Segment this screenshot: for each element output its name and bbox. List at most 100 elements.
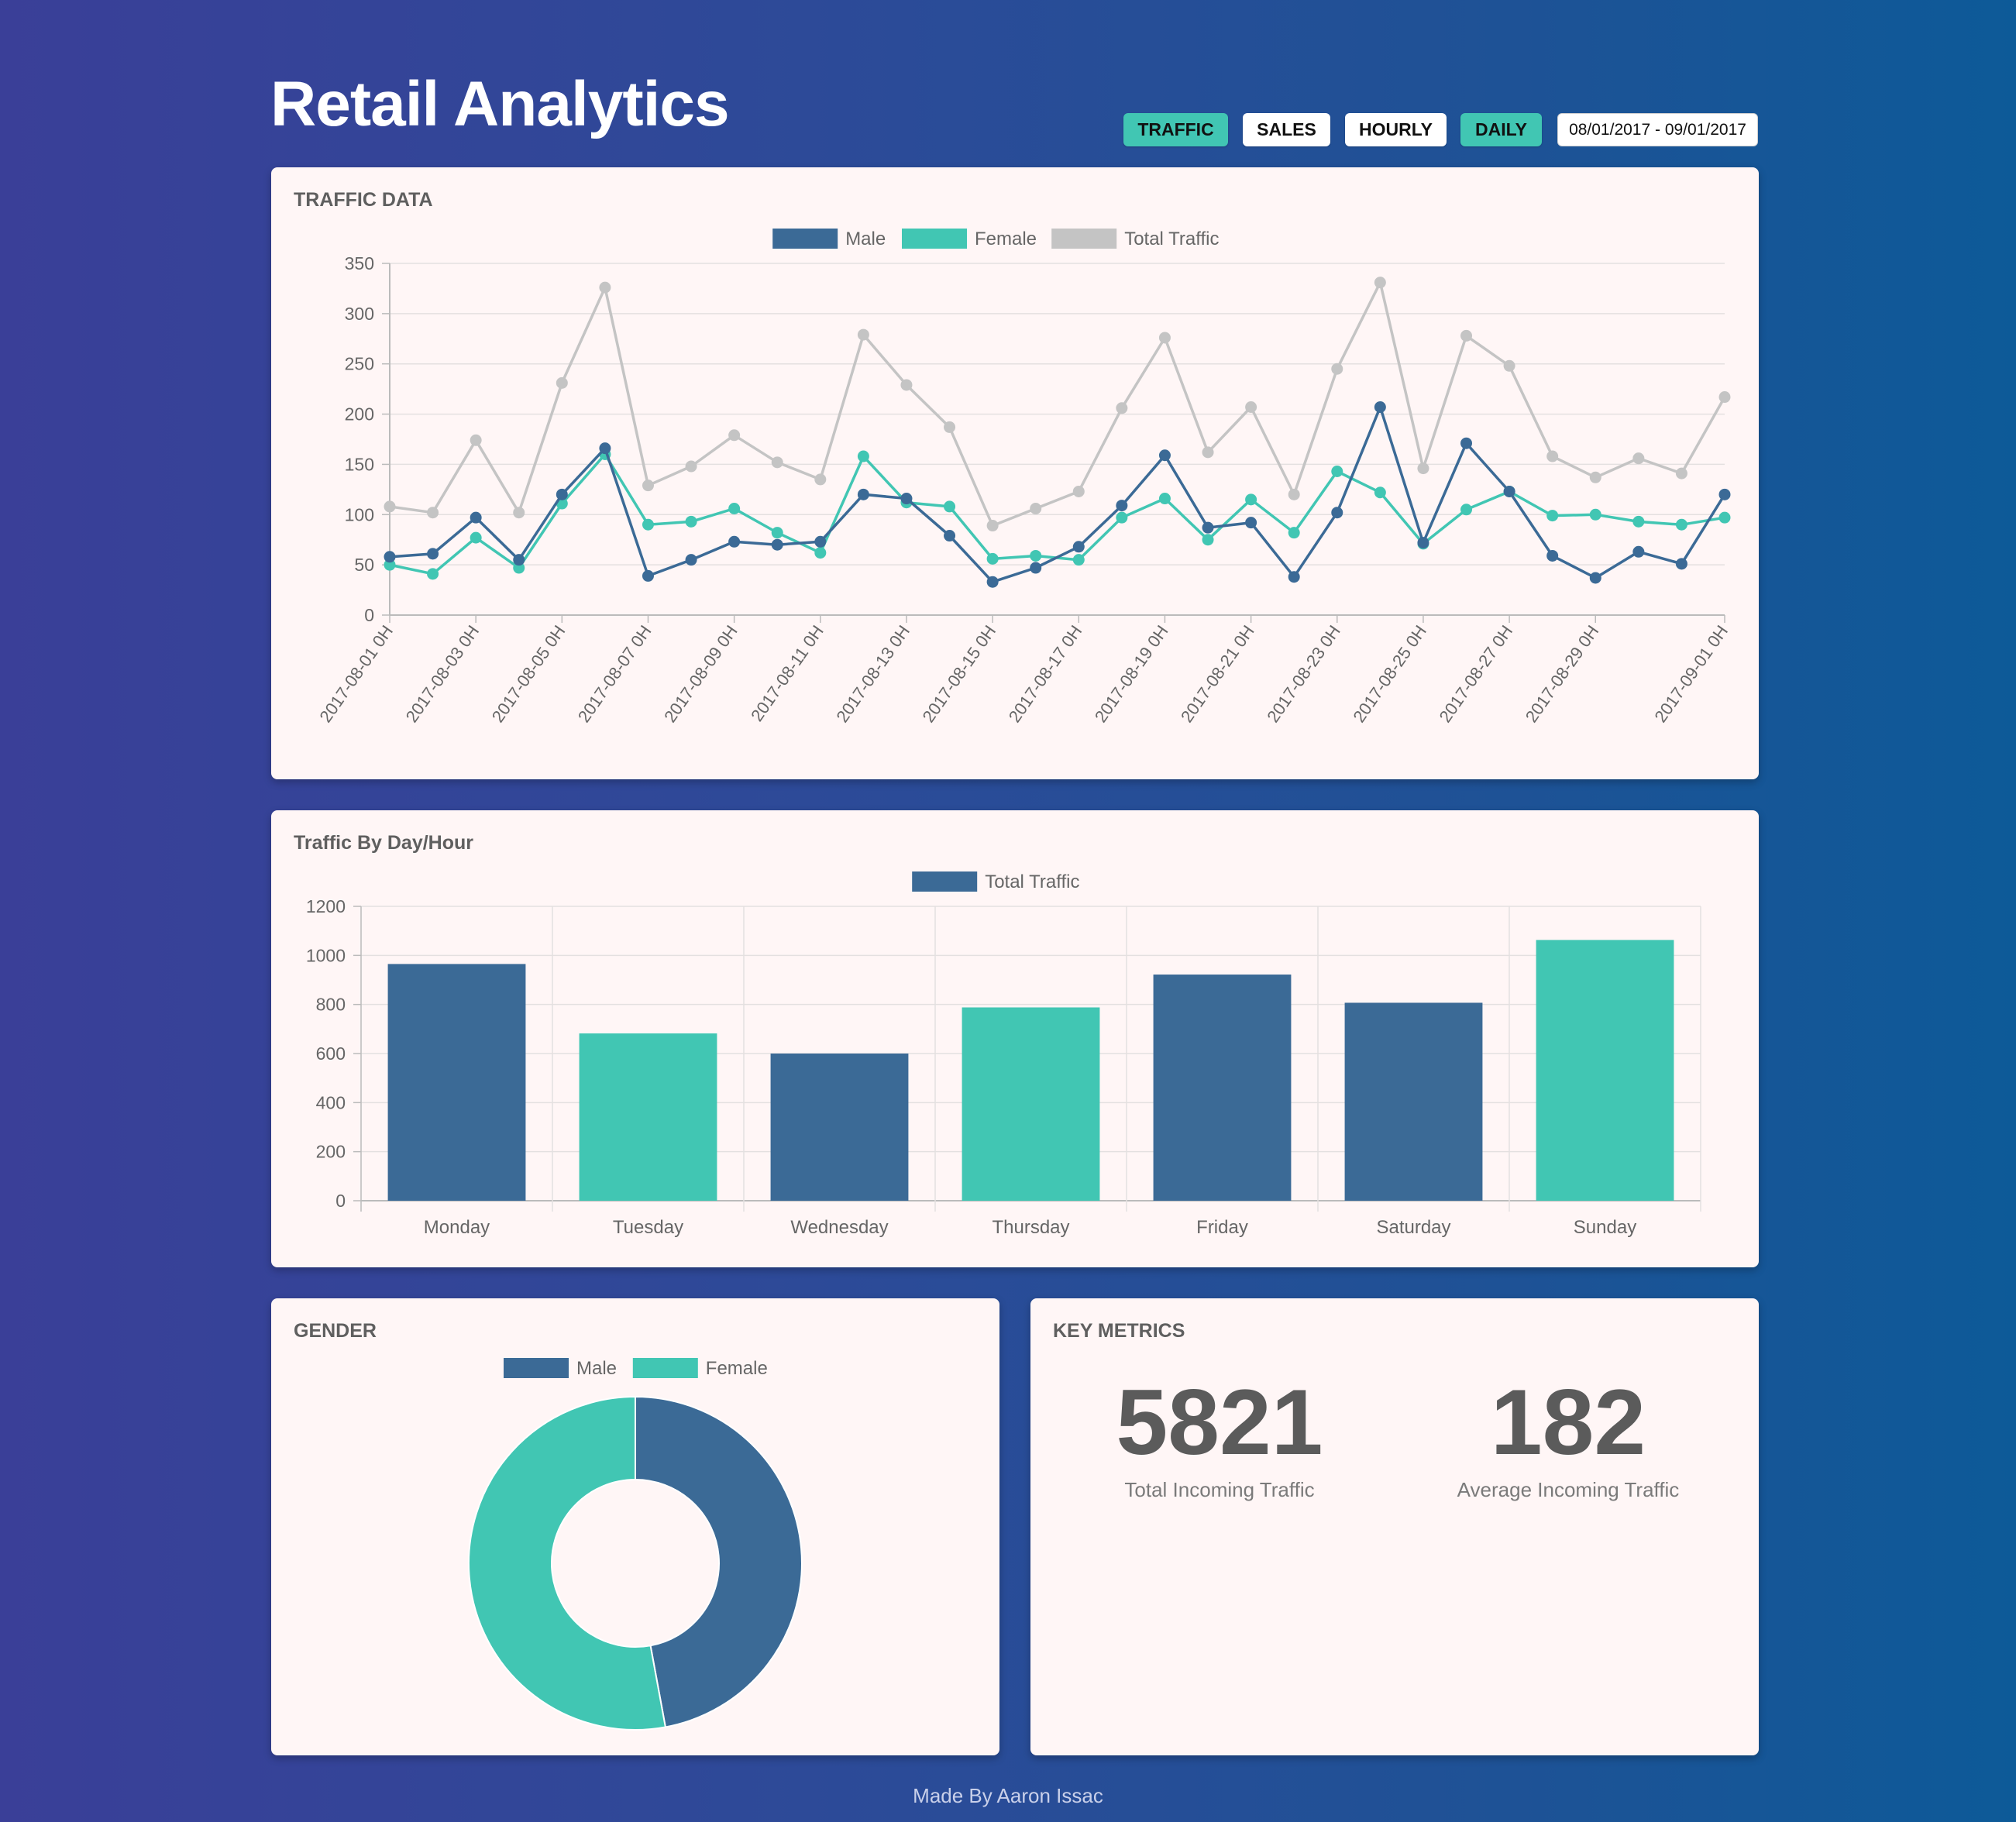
x-tick-label: 2017-08-13 0H: [832, 622, 913, 727]
traffic-card-title: TRAFFIC DATA: [294, 189, 433, 211]
data-point-male: [1245, 517, 1257, 529]
data-point-total-traffic: [1718, 391, 1731, 404]
donut-slice-male: [635, 1395, 803, 1728]
data-point-female: [1589, 508, 1601, 521]
data-point-male: [1632, 545, 1645, 558]
gender-card: GENDER Male Female: [271, 1298, 999, 1755]
day-card-title: Traffic By Day/Hour: [294, 832, 474, 854]
y-tick-label: 1000: [306, 945, 346, 965]
bar-sunday: [1536, 940, 1674, 1201]
hourly-button[interactable]: HOURLY: [1345, 113, 1447, 146]
gender-donut-chart: Male Female: [467, 1358, 803, 1731]
data-point-total-traffic: [1116, 402, 1128, 414]
data-point-female: [944, 500, 956, 513]
data-point-male: [427, 548, 439, 560]
data-point-male: [1503, 485, 1515, 497]
data-point-female: [1072, 554, 1085, 566]
legend-swatch-total-traffic: [912, 871, 978, 892]
data-point-total-traffic: [1546, 450, 1559, 462]
series-line-total-traffic: [389, 280, 1726, 528]
data-point-total-traffic: [556, 376, 568, 389]
data-point-female: [642, 518, 654, 531]
x-tick-label: 2017-08-09 0H: [660, 622, 741, 727]
data-point-female: [427, 568, 439, 580]
bar-thursday: [962, 1007, 1100, 1201]
y-tick-label: 50: [354, 555, 374, 575]
data-point-male: [556, 488, 568, 500]
data-point-male: [857, 488, 869, 500]
data-point-male: [1288, 571, 1300, 583]
data-point-male: [1158, 449, 1171, 462]
traffic-button[interactable]: TRAFFIC: [1123, 113, 1228, 146]
data-point-female: [1331, 466, 1343, 478]
legend-swatch-total-traffic: [1051, 229, 1117, 249]
x-tick-label: 2017-08-03 0H: [402, 622, 483, 727]
x-tick-label: 2017-08-15 0H: [919, 622, 1000, 727]
data-point-total-traffic: [728, 429, 741, 442]
metrics-card-title: KEY METRICS: [1053, 1320, 1185, 1342]
data-point-total-traffic: [814, 473, 827, 486]
data-point-male: [944, 530, 956, 542]
data-point-male: [599, 442, 611, 455]
footer-credit: Made By Aaron Issac: [913, 1784, 1103, 1807]
x-tick-label: 2017-09-01 0H: [1650, 622, 1732, 727]
legend-label-female: Female: [706, 1358, 768, 1379]
data-point-female: [857, 450, 869, 462]
bar-tuesday: [579, 1033, 717, 1201]
data-point-total-traffic: [986, 520, 999, 532]
data-point-male: [1417, 537, 1429, 549]
data-point-female: [685, 515, 697, 528]
data-point-female: [1546, 510, 1559, 522]
legend-label-male: Male: [845, 229, 886, 249]
legend-label-total-traffic: Total Traffic: [1124, 229, 1219, 249]
x-tick-label: 2017-08-17 0H: [1005, 622, 1086, 727]
legend-label-male: Male: [576, 1358, 617, 1379]
traffic-data-card: TRAFFIC DATA Male Female Total Traffic 0 50 1…: [271, 167, 1759, 779]
data-point-male: [1116, 500, 1128, 512]
x-tick-label: 2017-08-25 0H: [1349, 622, 1430, 727]
date-range-picker[interactable]: 08/01/2017 - 09/01/2017: [1557, 113, 1758, 146]
series-line-male: [389, 405, 1726, 583]
y-tick-label: 350: [345, 253, 374, 273]
y-tick-label: 400: [316, 1092, 346, 1112]
data-point-female: [986, 552, 999, 565]
data-point-total-traffic: [427, 507, 439, 519]
data-point-total-traffic: [771, 456, 783, 469]
sales-button[interactable]: SALES: [1243, 113, 1330, 146]
data-point-female: [1460, 504, 1473, 516]
x-category-label: Thursday: [992, 1217, 1069, 1238]
data-point-total-traffic: [1374, 277, 1386, 289]
x-tick-label: 2017-08-21 0H: [1177, 622, 1258, 727]
data-point-female: [1675, 518, 1687, 531]
data-point-male: [814, 535, 827, 548]
data-point-male: [1675, 558, 1687, 570]
data-point-female: [1374, 486, 1386, 499]
daily-button[interactable]: DAILY: [1460, 113, 1542, 146]
data-point-total-traffic: [900, 379, 913, 391]
data-point-female: [1116, 511, 1128, 524]
bar-saturday: [1344, 1002, 1483, 1201]
average-traffic-value: 182: [1490, 1370, 1646, 1474]
data-point-male: [1072, 541, 1085, 553]
data-point-male: [1546, 549, 1559, 562]
total-traffic-value: 5821: [1116, 1370, 1323, 1474]
data-point-total-traffic: [1331, 363, 1343, 375]
data-point-total-traffic: [1417, 462, 1429, 475]
data-point-male: [642, 569, 654, 582]
data-point-male: [1374, 400, 1386, 413]
data-point-female: [814, 547, 827, 559]
data-point-total-traffic: [1503, 359, 1515, 372]
page-title: Retail Analytics: [270, 69, 730, 139]
legend-swatch-female: [902, 229, 967, 249]
data-point-male: [900, 493, 913, 505]
average-traffic-label: Average Incoming Traffic: [1457, 1478, 1680, 1501]
traffic-line-chart: Male Female Total Traffic 0 50 100 150 200 250 30…: [315, 229, 1732, 727]
data-point-female: [1202, 534, 1214, 546]
bar-friday: [1153, 975, 1292, 1201]
y-tick-label: 600: [316, 1043, 346, 1064]
y-tick-label: 0: [335, 1191, 346, 1211]
x-tick-label: 2017-08-07 0H: [574, 622, 655, 727]
data-point-female: [470, 531, 482, 544]
data-point-total-traffic: [1158, 332, 1171, 344]
data-point-total-traffic: [1632, 452, 1645, 465]
